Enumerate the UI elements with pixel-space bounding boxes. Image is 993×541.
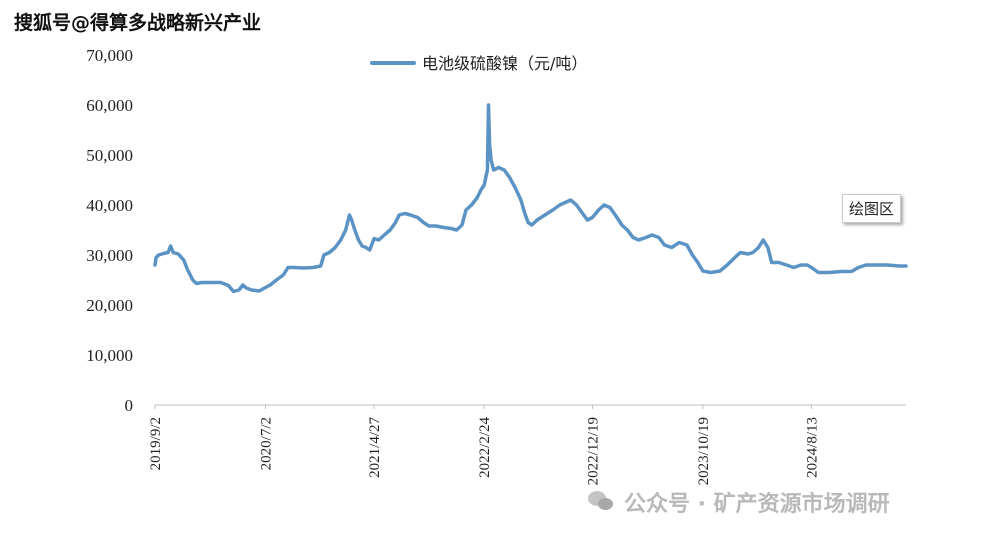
watermark-wechat: 公众号 · 矿产资源市场调研 — [588, 486, 890, 518]
y-axis-ticks: 0 10,000 20,000 30,000 40,000 50,000 60,000 70,… — [86, 46, 133, 415]
plot-area-tooltip: 绘图区 — [842, 194, 902, 223]
y-tick-label: 0 — [125, 396, 134, 415]
series-group — [153, 103, 908, 294]
legend-label: 电池级硫酸镍（元/吨） — [422, 54, 587, 73]
x-axis-ticks: 2019/9/2 2020/7/2 2021/4/27 2022/2/24 2022/1… — [148, 405, 821, 485]
x-tick-label: 2019/9/2 — [148, 417, 164, 470]
y-tick-label: 40,000 — [86, 196, 133, 215]
watermark-sohu: 搜狐号@得算多战略新兴产业 — [14, 12, 262, 34]
y-tick-label: 50,000 — [86, 146, 133, 165]
x-tick-label: 2024/8/13 — [805, 417, 821, 478]
x-tick-label: 2021/4/27 — [367, 417, 383, 478]
x-tick-label: 2023/10/19 — [696, 417, 712, 485]
legend: 电池级硫酸镍（元/吨） — [370, 54, 587, 73]
x-tick-label: 2022/12/19 — [585, 417, 601, 485]
y-tick-label: 20,000 — [86, 296, 133, 315]
wechat-icon — [588, 491, 614, 513]
x-tick-label: 2020/7/2 — [258, 417, 274, 470]
y-tick-label: 30,000 — [86, 246, 133, 265]
x-tick-label: 2022/2/24 — [477, 417, 493, 478]
watermark-wechat-text: 公众号 · 矿产资源市场调研 — [624, 492, 890, 517]
series-line — [153, 103, 908, 294]
y-tick-label: 60,000 — [86, 96, 133, 115]
y-tick-label: 70,000 — [86, 46, 133, 65]
y-tick-label: 10,000 — [86, 346, 133, 365]
